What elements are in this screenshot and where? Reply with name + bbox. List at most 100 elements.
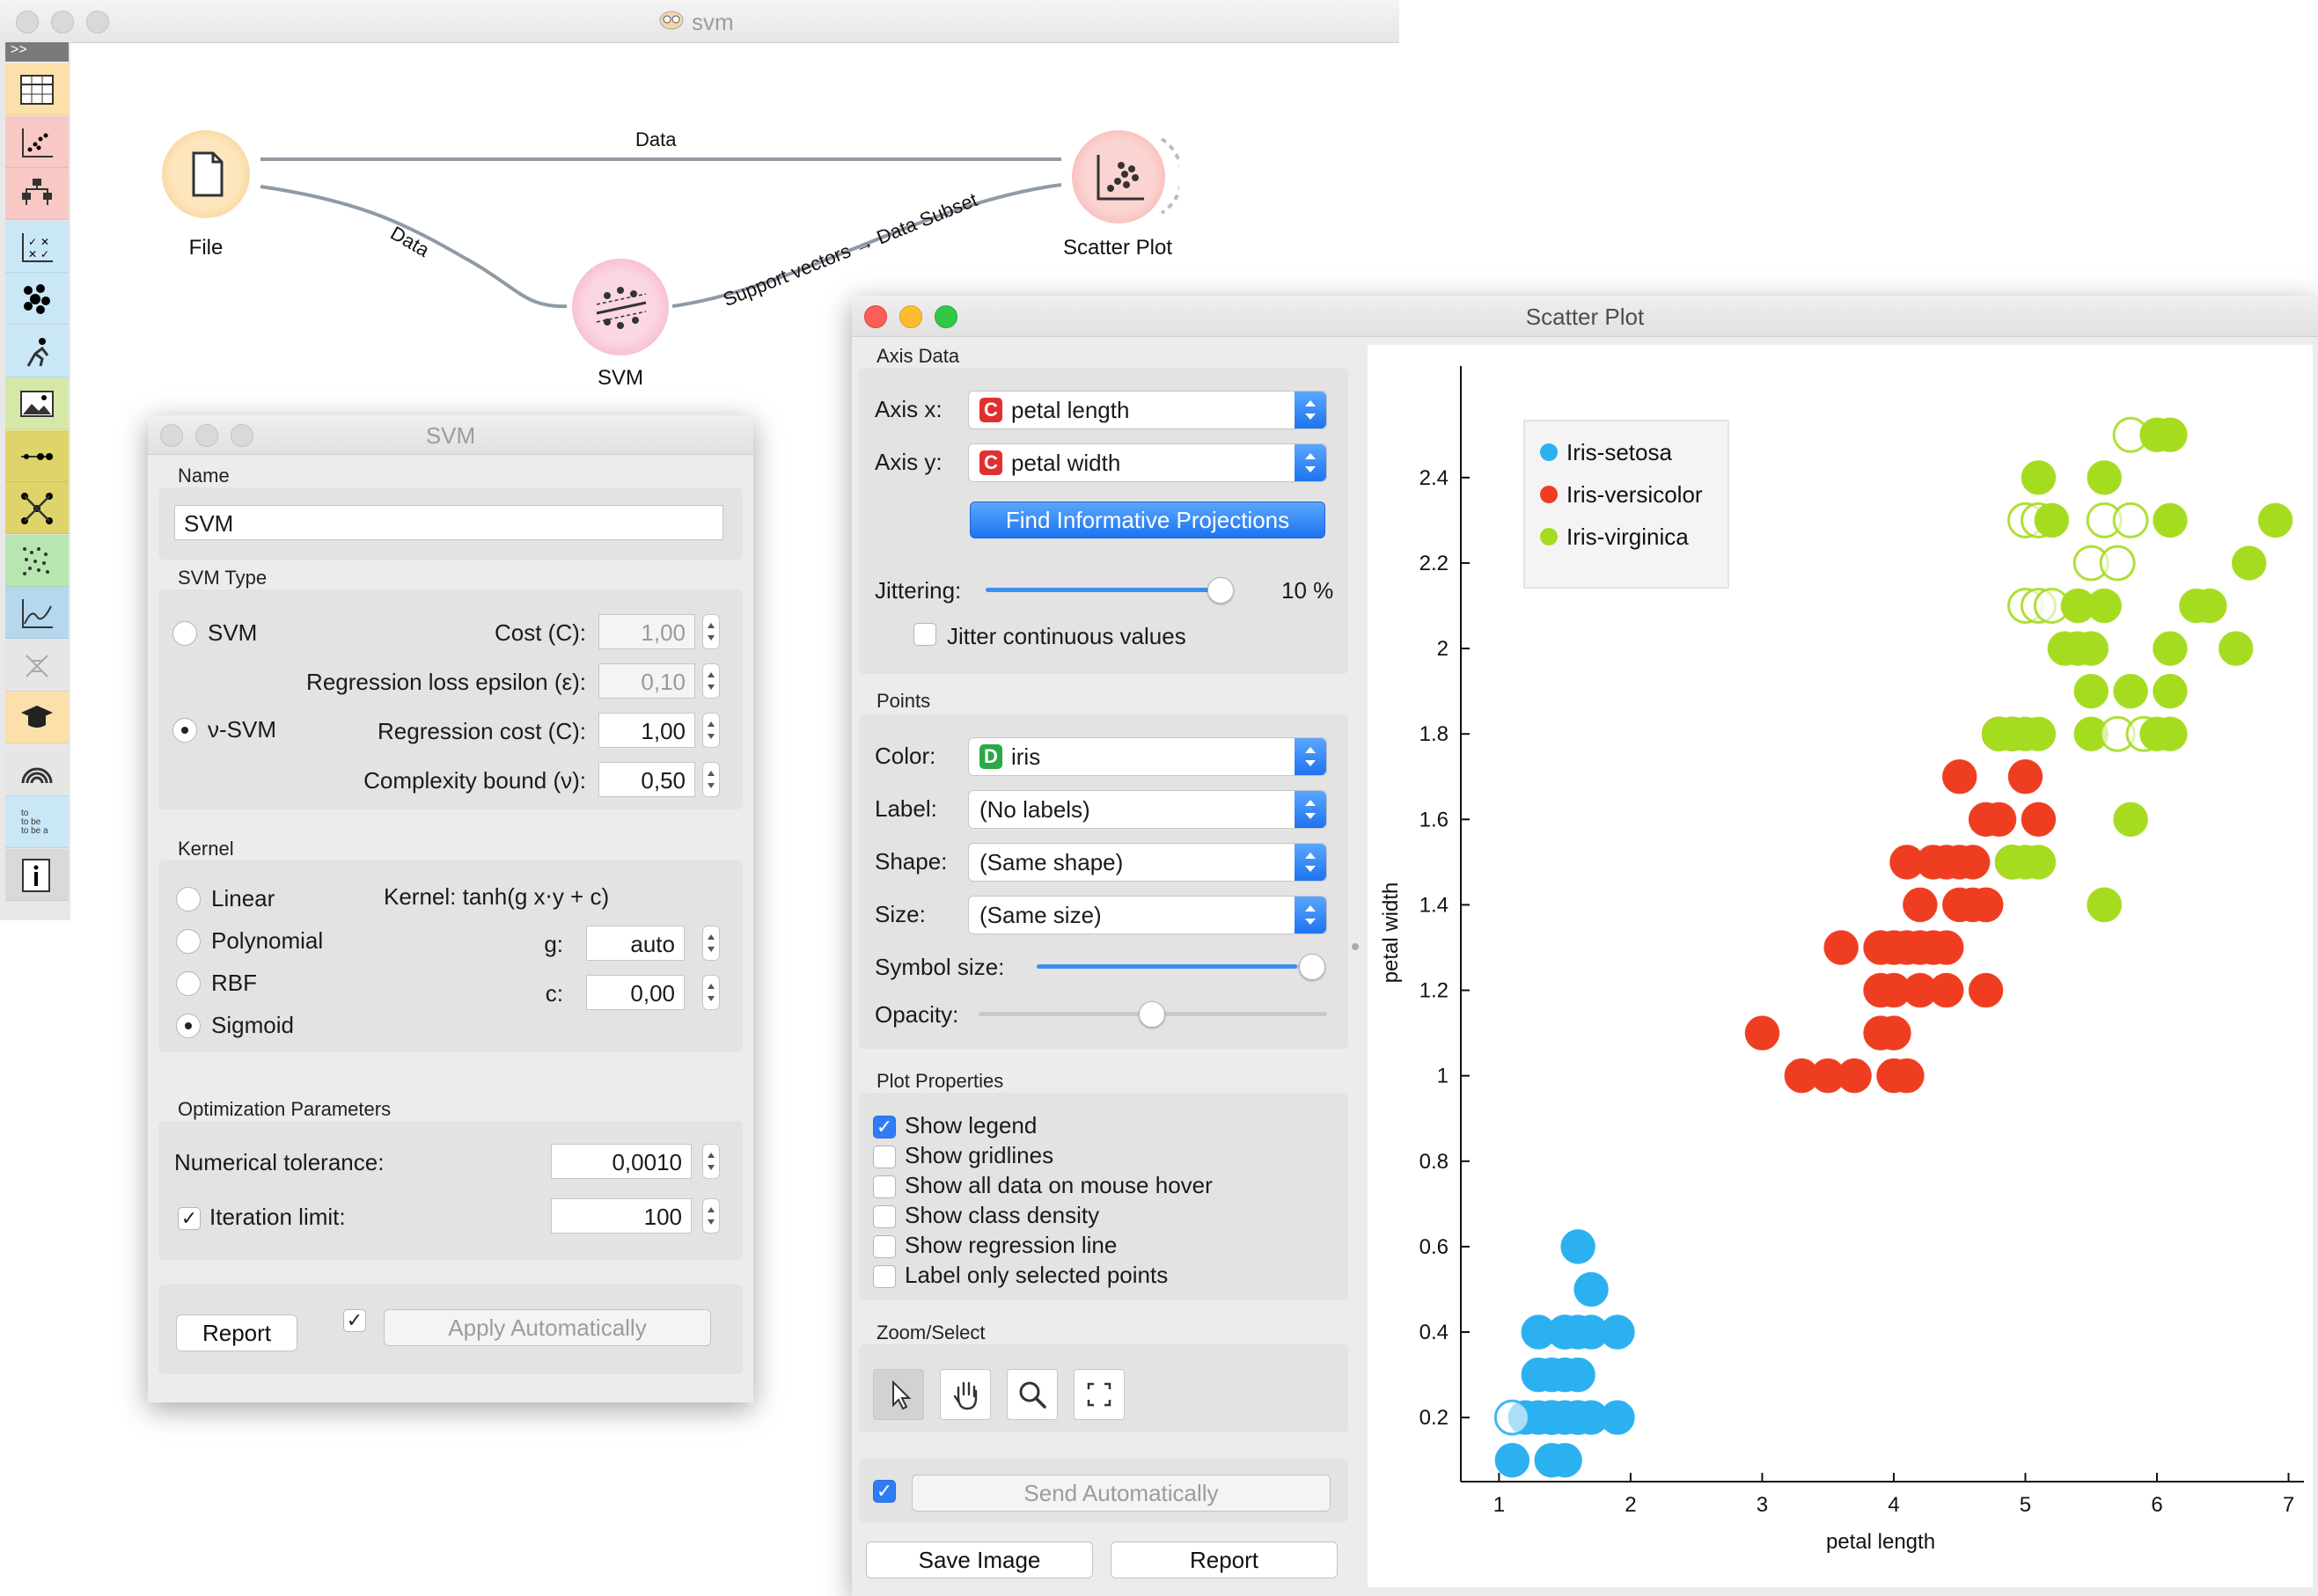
data-point-versicolor[interactable]: [1955, 845, 1991, 880]
cost-stepper[interactable]: [702, 614, 720, 649]
data-point-versicolor[interactable]: [1941, 759, 1977, 794]
jitter-continuous-checkbox[interactable]: [913, 623, 936, 646]
svm-zoom-button[interactable]: [231, 424, 253, 447]
data-point-versicolor[interactable]: [1889, 1058, 1925, 1094]
apply-automatically-checkbox[interactable]: ✓: [343, 1309, 366, 1332]
toolbox-category-info[interactable]: [5, 848, 69, 901]
plot-option-checkbox[interactable]: [873, 1146, 896, 1168]
toolbox-category-network[interactable]: [5, 482, 69, 534]
data-point-versicolor[interactable]: [1981, 802, 2017, 838]
link-file-svm[interactable]: [260, 185, 568, 309]
link-svm-scatter[interactable]: [671, 183, 1062, 308]
data-point-setosa[interactable]: [1560, 1314, 1595, 1350]
select-tool-button[interactable]: [873, 1369, 924, 1420]
data-point-versicolor[interactable]: [1903, 887, 1938, 923]
opacity-knob[interactable]: [1139, 1001, 1165, 1028]
data-point-virginica[interactable]: [2087, 887, 2122, 923]
svm-report-button[interactable]: Report: [176, 1314, 297, 1351]
save-image-button[interactable]: Save Image: [866, 1541, 1093, 1578]
data-point-setosa[interactable]: [1600, 1400, 1635, 1435]
shape-combo[interactable]: (Same shape): [968, 843, 1327, 882]
data-point-setosa[interactable]: [1560, 1357, 1595, 1393]
size-combo[interactable]: (Same size): [968, 896, 1327, 934]
plot-option-checkbox[interactable]: [873, 1205, 896, 1228]
toolbox-category-tree[interactable]: [5, 168, 69, 220]
node-svm[interactable]: [572, 259, 669, 355]
epsilon-stepper[interactable]: [702, 663, 720, 699]
data-point-virginica[interactable]: [2099, 545, 2136, 582]
toolbox-category-line-chart[interactable]: [5, 587, 69, 639]
label-combo[interactable]: (No labels): [968, 790, 1327, 829]
complexity-bound-stepper[interactable]: [702, 762, 720, 797]
jitter-slider-knob[interactable]: [1207, 577, 1234, 604]
zoom-button[interactable]: [86, 11, 109, 33]
svm-radio[interactable]: [172, 621, 197, 646]
expand-toolbox-icon[interactable]: >>: [5, 42, 69, 62]
splitter-handle[interactable]: [1352, 943, 1359, 950]
plot-option-checkbox[interactable]: [873, 1175, 896, 1198]
data-point-versicolor[interactable]: [1968, 972, 2004, 1008]
node-file[interactable]: [162, 130, 250, 218]
plot-option-checkbox[interactable]: [873, 1265, 896, 1288]
data-point-virginica[interactable]: [2153, 716, 2188, 751]
cost-input[interactable]: 1,00: [598, 614, 695, 649]
data-point-virginica[interactable]: [2087, 588, 2122, 624]
data-point-versicolor[interactable]: [1968, 887, 2004, 923]
kernel-polynomial-radio[interactable]: [176, 929, 201, 954]
data-point-virginica[interactable]: [2073, 631, 2109, 666]
nu-svm-radio[interactable]: [172, 718, 197, 743]
scatter-minimize-button[interactable]: [899, 305, 922, 328]
data-point-versicolor[interactable]: [1744, 1015, 1780, 1051]
data-point-virginica[interactable]: [2073, 673, 2109, 709]
tolerance-input[interactable]: 0,0010: [551, 1144, 692, 1179]
data-point-virginica[interactable]: [2113, 802, 2148, 838]
data-point-virginica[interactable]: [2034, 502, 2070, 538]
data-point-versicolor[interactable]: [2007, 759, 2043, 794]
iteration-limit-stepper[interactable]: [702, 1198, 720, 1234]
data-point-versicolor[interactable]: [1876, 1015, 1911, 1051]
g-stepper[interactable]: [702, 926, 720, 961]
data-point-versicolor[interactable]: [1823, 930, 1859, 965]
toolbox-category-scatter[interactable]: [5, 115, 69, 168]
scatter-chart[interactable]: 1 2 3 4 5 6 7 0.2 0.4 0.6 0.8 1 1.2 1.4 1.6 1.8 2 2.2 2.4 p…: [1368, 345, 2313, 1587]
kernel-linear-radio[interactable]: [176, 887, 201, 911]
toolbox-category-image[interactable]: [5, 377, 69, 429]
data-point-setosa[interactable]: [1547, 1442, 1582, 1478]
plot-option-checkbox[interactable]: ✓: [873, 1116, 896, 1138]
toolbox-category-line[interactable]: [5, 429, 69, 482]
kernel-rbf-radio[interactable]: [176, 971, 201, 996]
data-point-setosa[interactable]: [1494, 1442, 1530, 1478]
iteration-limit-input[interactable]: 100: [551, 1198, 692, 1234]
data-point-virginica[interactable]: [2153, 673, 2188, 709]
scatter-report-button[interactable]: Report: [1111, 1541, 1338, 1578]
regression-cost-input[interactable]: 1,00: [598, 713, 695, 748]
scatter-close-button[interactable]: [864, 305, 887, 328]
data-point-setosa[interactable]: [1573, 1271, 1609, 1307]
apply-automatically-button[interactable]: Apply Automatically: [384, 1309, 711, 1346]
data-point-setosa[interactable]: [1493, 1399, 1530, 1436]
toolbox-category-confusion[interactable]: ✓ ✕ ✕ ✓: [5, 220, 69, 273]
tolerance-stepper[interactable]: [702, 1144, 720, 1179]
send-automatically-checkbox[interactable]: ✓: [873, 1480, 896, 1503]
pan-tool-button[interactable]: [940, 1369, 991, 1420]
data-point-virginica[interactable]: [2087, 460, 2122, 495]
data-point-setosa[interactable]: [1560, 1229, 1595, 1264]
toolbox-category-dna[interactable]: [5, 639, 69, 692]
find-informative-projections-button[interactable]: Find Informative Projections: [970, 501, 1325, 538]
data-point-virginica[interactable]: [2153, 631, 2188, 666]
scatter-zoom-button[interactable]: [935, 305, 957, 328]
toolbox-category-bubble[interactable]: [5, 273, 69, 325]
toolbox-category-dots[interactable]: [5, 534, 69, 587]
data-point-virginica[interactable]: [2153, 502, 2188, 538]
data-point-versicolor[interactable]: [1929, 930, 1964, 965]
data-point-virginica[interactable]: [2231, 545, 2267, 581]
toolbox-category-table[interactable]: [5, 63, 69, 115]
kernel-sigmoid-radio[interactable]: [176, 1014, 201, 1038]
data-point-virginica[interactable]: [2257, 502, 2293, 538]
data-point-setosa[interactable]: [1600, 1314, 1635, 1350]
toolbox-category-graduation-cap[interactable]: [5, 692, 69, 743]
zoom-tool-button[interactable]: [1007, 1369, 1058, 1420]
